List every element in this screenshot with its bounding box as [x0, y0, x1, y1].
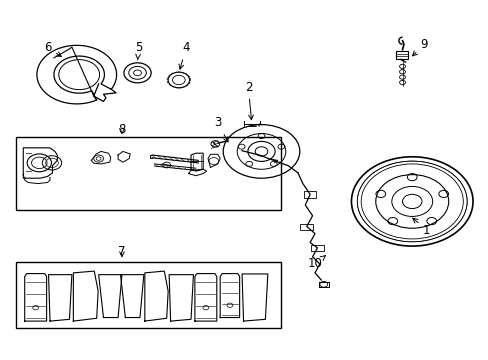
Text: 6: 6 — [44, 41, 61, 57]
Text: 8: 8 — [118, 123, 125, 136]
Text: 5: 5 — [135, 41, 142, 60]
Text: 3: 3 — [214, 116, 227, 142]
Bar — [300, 224, 312, 230]
Text: 9: 9 — [412, 38, 427, 56]
Bar — [310, 245, 323, 251]
Text: 4: 4 — [179, 41, 189, 69]
Text: 2: 2 — [244, 81, 253, 120]
Text: 10: 10 — [307, 256, 325, 270]
Bar — [16, 262, 281, 328]
Text: 1: 1 — [412, 218, 430, 237]
Bar — [395, 51, 407, 59]
Bar — [303, 192, 316, 198]
Text: 7: 7 — [118, 245, 125, 258]
Bar — [16, 137, 281, 210]
